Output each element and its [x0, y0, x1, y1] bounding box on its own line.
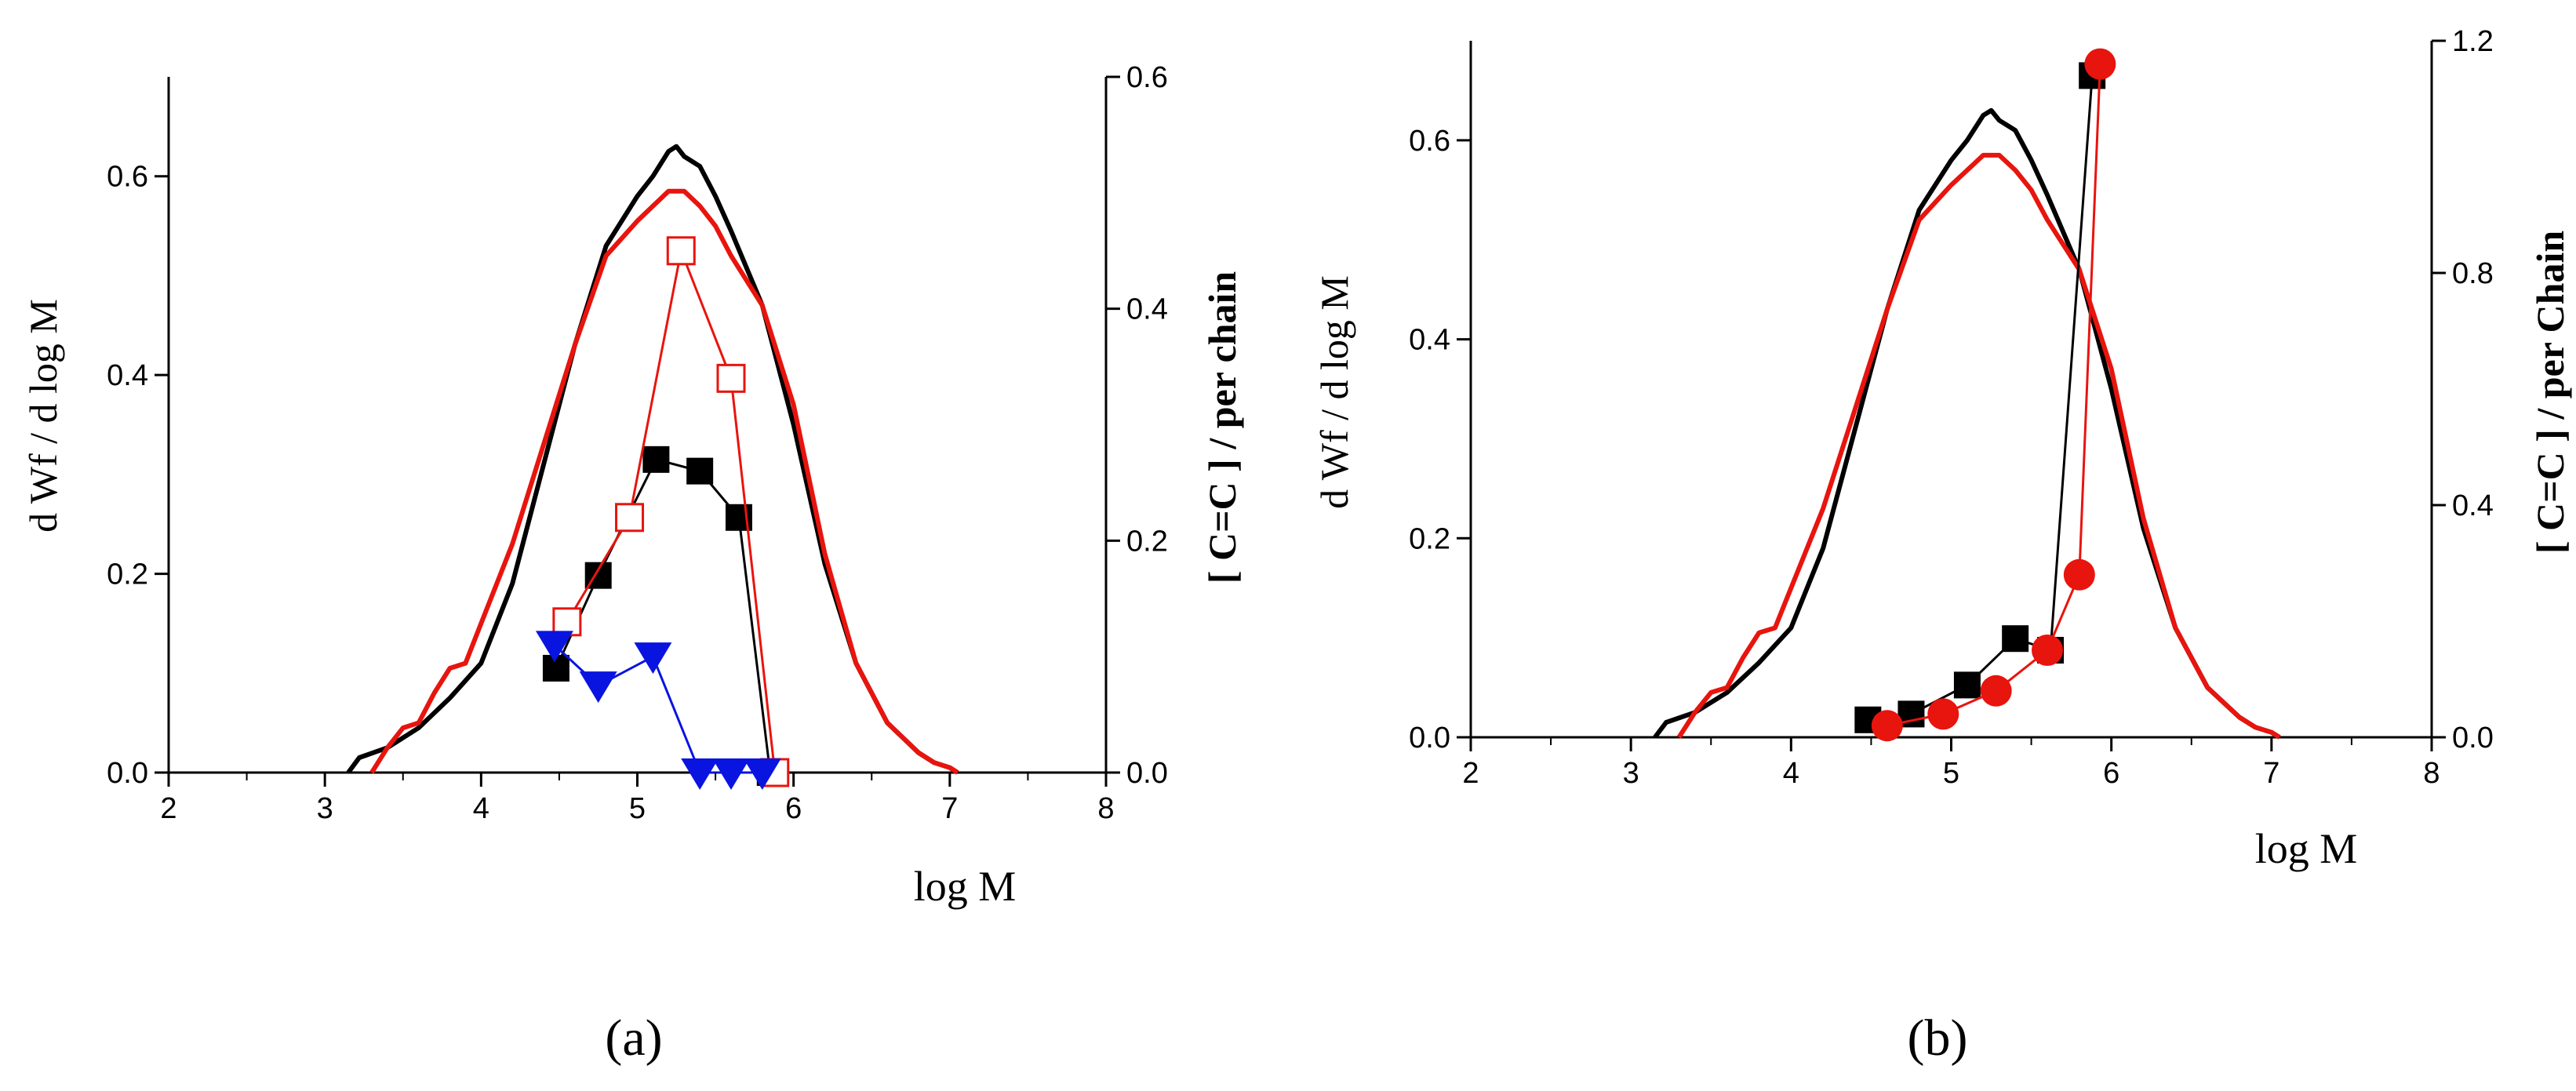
x-tick-label: 7 — [2263, 757, 2279, 790]
series-MWD-red — [1676, 152, 2281, 740]
data-point-triangle — [579, 671, 617, 704]
y-left-tick-label: 0.2 — [107, 558, 148, 591]
data-point-square — [1953, 671, 1981, 699]
series-line-filled-squares — [555, 458, 772, 773]
x-tick-label: 4 — [473, 792, 489, 825]
data-point-triangle — [681, 758, 719, 790]
x-tick-label: 5 — [1943, 757, 1959, 790]
data-marks-b — [1653, 48, 2281, 742]
x-tick-label: 7 — [941, 792, 958, 825]
y-left-tick-label: 0.0 — [107, 757, 148, 790]
data-point-circle — [1980, 675, 2012, 707]
x-tick-label: 5 — [629, 792, 646, 825]
y-left-tick-label: 0.4 — [107, 359, 148, 392]
y-left-tick-label: 0.0 — [1409, 722, 1450, 755]
y-right-tick-label: 0.2 — [1126, 525, 1168, 558]
data-point-triangle — [743, 758, 781, 790]
data-point-square — [686, 457, 714, 485]
y-axis-label-right-a: [ C=C ] / per chain — [1200, 271, 1244, 584]
y-right-tick-label: 1.2 — [2452, 25, 2494, 58]
series-MWD-red — [369, 188, 959, 775]
x-tick-label: 2 — [1462, 757, 1479, 790]
y-right-tick-label: 0.4 — [1126, 293, 1168, 326]
data-point-square — [2002, 625, 2029, 653]
data-point-square — [642, 445, 670, 473]
data-point-circle — [1871, 710, 1903, 742]
y-right-tick-label: 0.0 — [1126, 757, 1168, 790]
ticks-b: 2 3 4 5 6 7 8 0.0 0.2 0.4 0.6 0.0 0.4 0.8 1.2 — [1409, 25, 2494, 790]
data-point-open-square — [666, 236, 696, 266]
chart-panel-b: 2 3 4 5 6 7 8 0.0 0.2 0.4 0.6 0.0 0.4 0.8 1.2 d Wf / d… — [1312, 25, 2572, 1067]
data-point-open-square — [716, 363, 746, 393]
x-tick-label: 3 — [1623, 757, 1639, 790]
data-point-triangle — [535, 631, 573, 663]
y-left-tick-label: 0.2 — [1409, 522, 1450, 555]
data-point-triangle — [712, 758, 750, 790]
panel-label-a: (a) — [605, 1009, 662, 1067]
y-right-tick-label: 0.8 — [2452, 257, 2494, 290]
x-axis-label-b: log M — [2255, 825, 2358, 872]
x-tick-label: 2 — [160, 792, 176, 825]
chart-panel-a: 2 3 4 5 6 7 8 0.0 0.2 0.4 0.6 0.0 0.2 0.4 0.6 d Wf / d… — [21, 61, 1244, 1067]
y-axis-label-left-b: d Wf / d log M — [1312, 275, 1356, 509]
data-point-circle — [2063, 558, 2095, 591]
data-point-triangle — [634, 642, 672, 675]
panel-label-b: (b) — [1908, 1009, 1968, 1067]
y-axis-label-right-b: [ C=C ] / per Chain — [2528, 231, 2572, 554]
ticks-a: 2 3 4 5 6 7 8 0.0 0.2 0.4 0.6 0.0 0.2 0.4 0.6 — [107, 61, 1168, 825]
x-tick-label: 8 — [2423, 757, 2440, 790]
x-tick-label: 3 — [317, 792, 333, 825]
y-right-tick-label: 0.0 — [2452, 722, 2494, 755]
x-tick-label: 8 — [1097, 792, 1114, 825]
x-axis-label-a: log M — [914, 863, 1017, 910]
y-right-tick-label: 0.6 — [1126, 61, 1168, 94]
data-point-circle — [1927, 698, 1959, 730]
y-axis-label-left-a: d Wf / d log M — [21, 299, 65, 533]
y-right-tick-label: 0.4 — [2452, 489, 2494, 522]
data-point-open-square — [615, 503, 645, 533]
y-left-tick-label: 0.6 — [1409, 125, 1450, 158]
data-point-circle — [2032, 635, 2063, 666]
y-left-tick-label: 0.4 — [1409, 324, 1450, 357]
x-tick-label: 6 — [785, 792, 802, 825]
data-point-circle — [2084, 48, 2116, 80]
data-marks-a — [346, 144, 959, 790]
x-tick-label: 6 — [2103, 757, 2119, 790]
y-left-tick-label: 0.6 — [107, 161, 148, 194]
x-tick-label: 4 — [1783, 757, 1799, 790]
